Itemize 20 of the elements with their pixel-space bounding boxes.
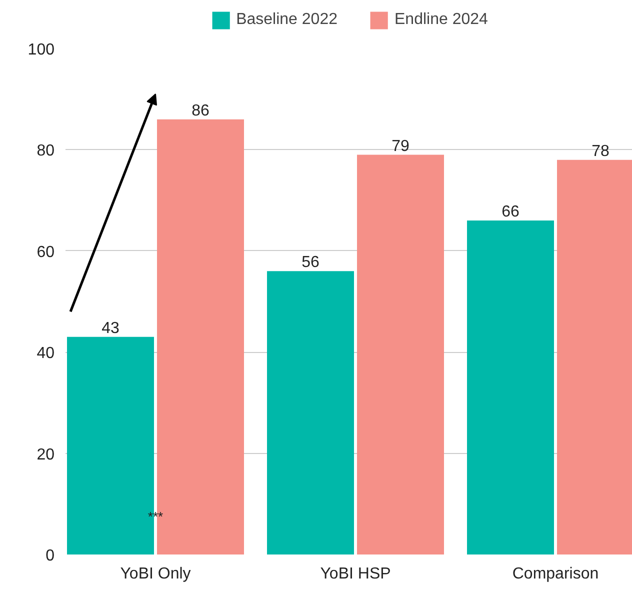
x-tick-label: Comparison bbox=[512, 566, 599, 582]
y-tick-label: 20 bbox=[36, 446, 55, 464]
bar bbox=[357, 154, 444, 554]
y-tick-label: 0 bbox=[46, 548, 55, 564]
bar bbox=[267, 271, 354, 554]
data-label: 66 bbox=[502, 204, 520, 221]
data-label: 78 bbox=[592, 142, 610, 160]
y-tick-label: 100 bbox=[28, 42, 55, 58]
x-tick-label: YoBI HSP bbox=[320, 566, 391, 582]
y-tick-label: 60 bbox=[36, 244, 55, 261]
x-tick-label: YoBI Only bbox=[120, 566, 191, 582]
legend-label: Endline 2024 bbox=[394, 11, 488, 29]
legend-label: Baseline 2022 bbox=[236, 11, 338, 29]
data-label: 56 bbox=[302, 254, 320, 272]
data-label: 43 bbox=[102, 320, 120, 337]
data-label: 79 bbox=[392, 138, 410, 155]
bar bbox=[467, 220, 554, 554]
y-tick-label: 40 bbox=[36, 345, 55, 362]
data-label: 86 bbox=[192, 102, 210, 120]
y-tick-label: 80 bbox=[36, 142, 55, 160]
